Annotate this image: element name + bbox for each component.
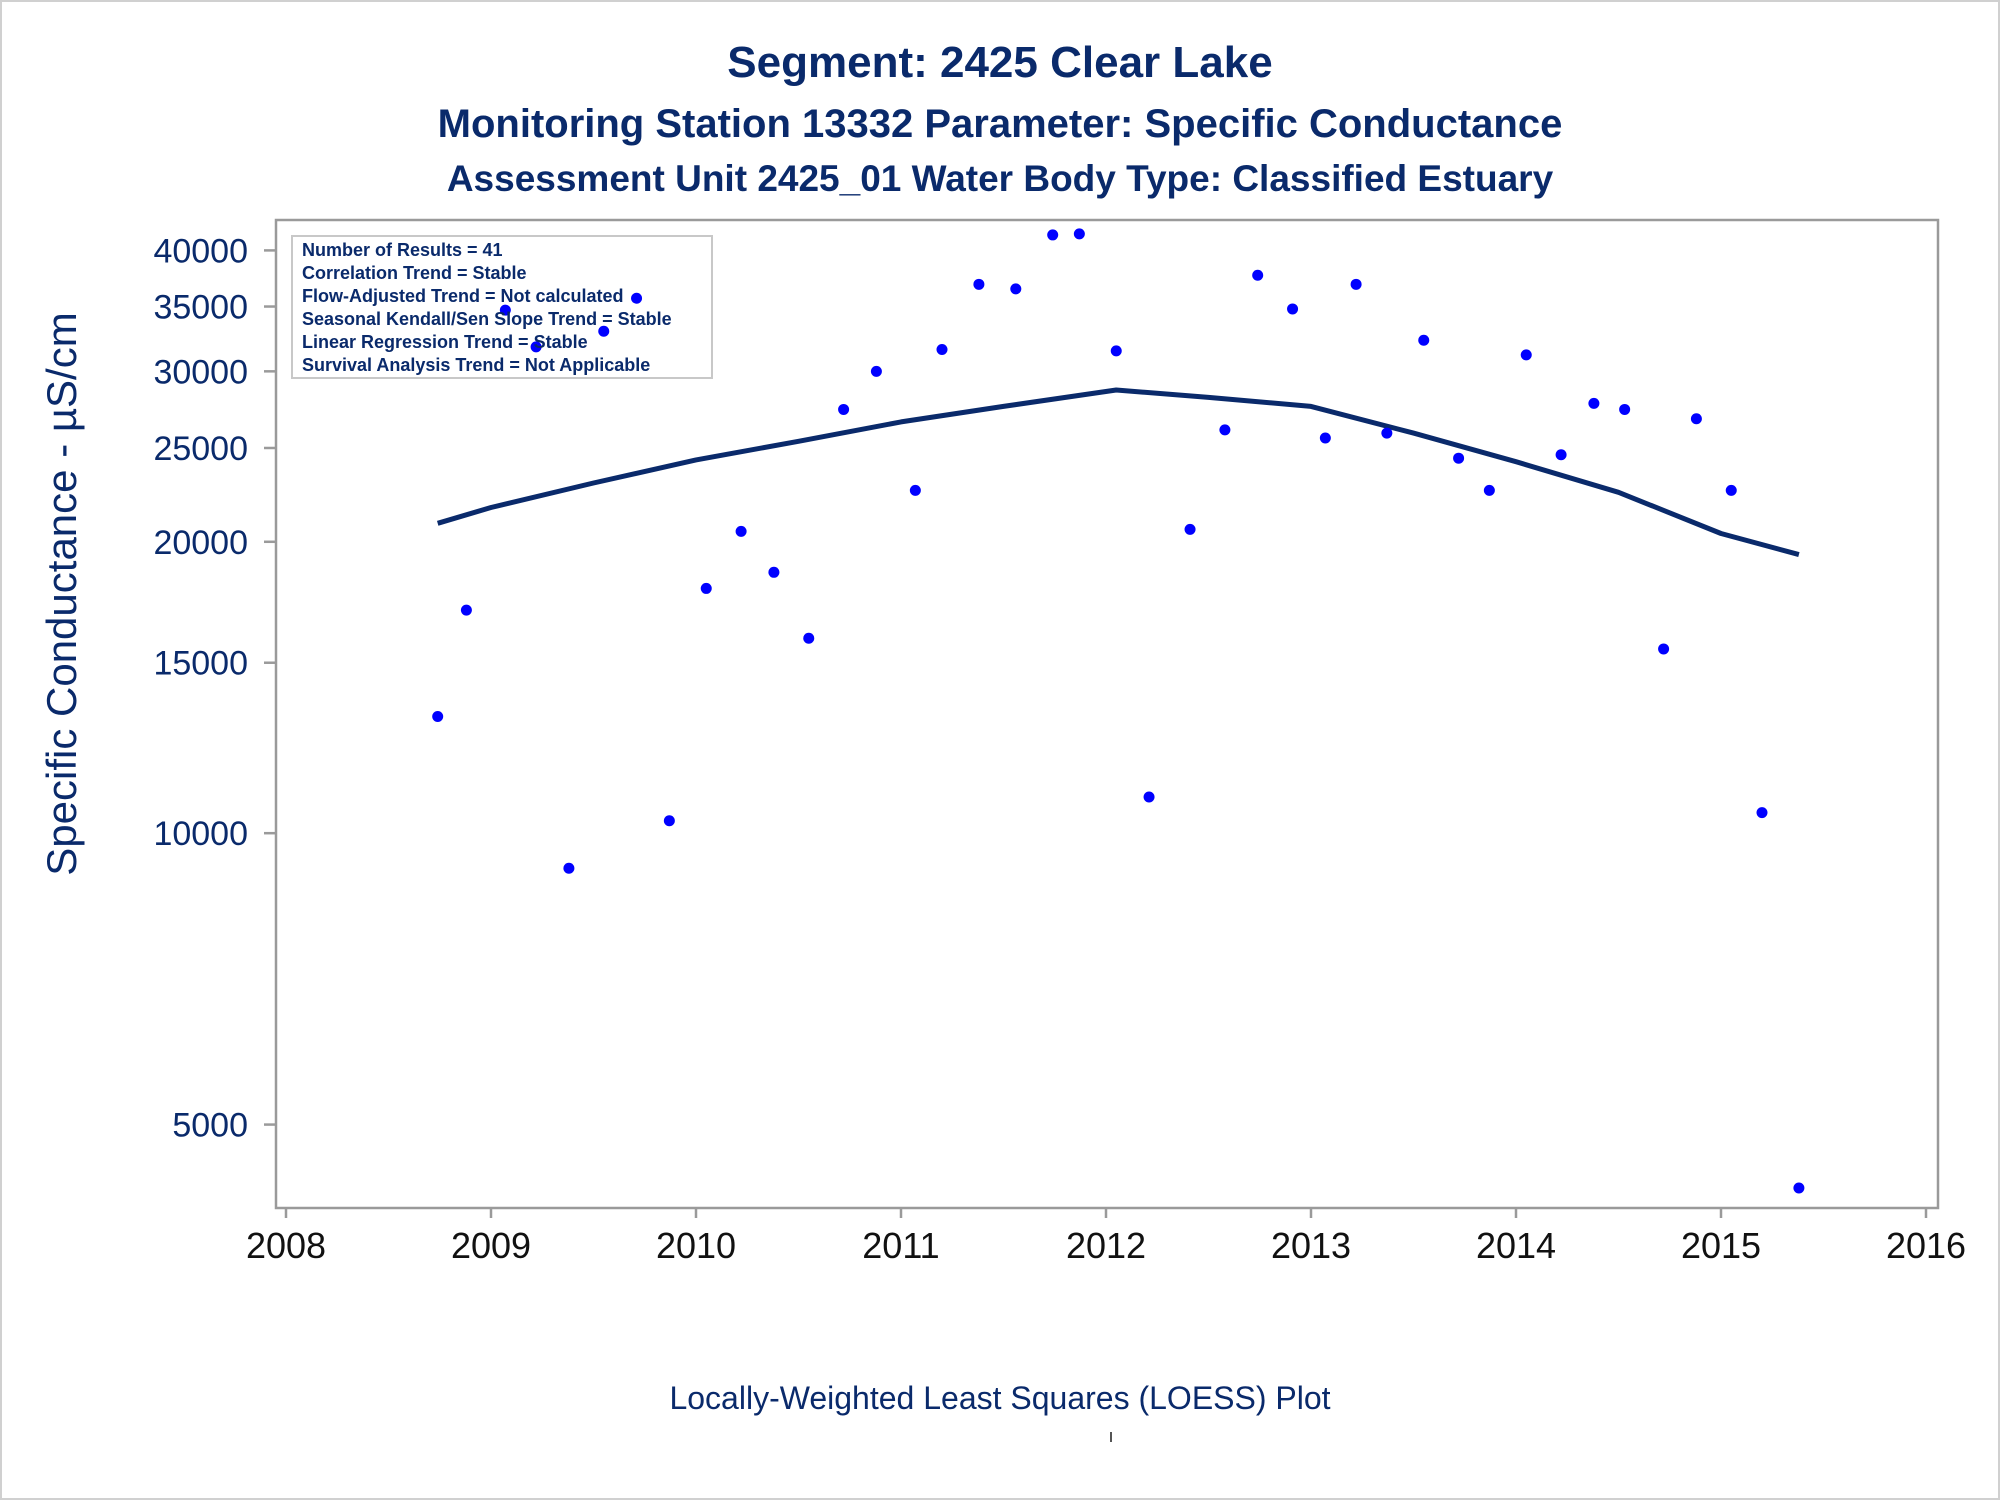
data-point <box>1418 334 1430 346</box>
stats-line: Linear Regression Trend = Stable <box>302 332 588 352</box>
data-point <box>663 815 675 827</box>
stats-line: Flow-Adjusted Trend = Not calculated <box>302 286 624 306</box>
data-point <box>936 343 948 355</box>
stats-line: Correlation Trend = Stable <box>302 263 527 283</box>
chart-subtitle: Monitoring Station 13332 Parameter: Spec… <box>437 102 1563 146</box>
x-tick-label: 2013 <box>1271 1225 1351 1266</box>
x-tick-label: 2011 <box>862 1225 939 1266</box>
data-point <box>1073 228 1085 240</box>
data-point <box>803 632 815 644</box>
data-point <box>1219 424 1231 436</box>
footnote: Locally-Weighted Least Squares (LOESS) P… <box>669 1380 1331 1416</box>
data-point <box>1110 345 1122 357</box>
chart-subtitle-secondary: Assessment Unit 2425_01 Water Body Type:… <box>446 158 1554 199</box>
x-tick-label: 2009 <box>451 1225 531 1266</box>
data-point <box>1619 403 1631 415</box>
y-tick-label: 35000 <box>153 289 248 327</box>
data-point <box>1287 303 1299 315</box>
x-tick-label: 2008 <box>246 1225 326 1266</box>
data-point <box>1520 349 1532 361</box>
y-tick-label: 10000 <box>153 815 248 853</box>
data-point <box>1381 427 1393 439</box>
data-point <box>1690 413 1702 425</box>
data-point <box>973 278 985 290</box>
footnote-tick <box>1110 1432 1112 1442</box>
loess-curve <box>436 387 1800 558</box>
data-point <box>499 304 511 316</box>
y-tick-label: 5000 <box>172 1107 248 1145</box>
stats-line: Survival Analysis Trend = Not Applicable <box>302 355 650 375</box>
data-point <box>1184 523 1196 535</box>
x-tick-label: 2012 <box>1066 1225 1146 1266</box>
y-tick-label: 30000 <box>153 353 248 391</box>
x-tick-label: 2014 <box>1476 1225 1556 1266</box>
data-point <box>598 325 610 337</box>
data-point <box>1453 452 1465 464</box>
stats-line: Number of Results = 41 <box>302 240 503 260</box>
data-point <box>1143 791 1155 803</box>
stats-line: Seasonal Kendall/Sen Slope Trend = Stabl… <box>302 309 672 329</box>
data-point <box>1010 283 1022 295</box>
data-point <box>1047 229 1059 241</box>
data-point <box>700 582 712 594</box>
data-point <box>1658 643 1670 655</box>
data-point <box>530 341 542 353</box>
data-point <box>1588 397 1600 409</box>
data-point <box>631 292 643 304</box>
data-point <box>735 525 747 537</box>
data-point <box>432 710 444 722</box>
x-tick-label: 2016 <box>1886 1225 1966 1266</box>
y-tick-label: 15000 <box>153 645 248 683</box>
data-point <box>768 566 780 578</box>
y-axis-label: Specific Conductance - µS/cm <box>38 312 85 875</box>
stats-box <box>291 235 713 379</box>
data-point <box>1793 1182 1805 1194</box>
data-point <box>563 862 575 874</box>
data-point <box>1252 269 1264 281</box>
y-tick-label: 20000 <box>153 524 248 562</box>
y-tick-label: 25000 <box>153 430 248 468</box>
x-tick-label: 2010 <box>656 1225 736 1266</box>
data-point <box>1319 432 1331 444</box>
data-point <box>1756 807 1768 819</box>
data-point <box>870 365 882 377</box>
data-point <box>1725 484 1737 496</box>
data-point <box>460 604 472 616</box>
chart-title: Segment: 2425 Clear Lake <box>727 38 1273 87</box>
data-point <box>1350 278 1362 290</box>
data-point <box>909 484 921 496</box>
y-tick-label: 40000 <box>153 232 248 270</box>
x-tick-label: 2015 <box>1681 1225 1761 1266</box>
data-point <box>1483 484 1495 496</box>
data-point <box>838 403 850 415</box>
data-point <box>1555 449 1567 461</box>
